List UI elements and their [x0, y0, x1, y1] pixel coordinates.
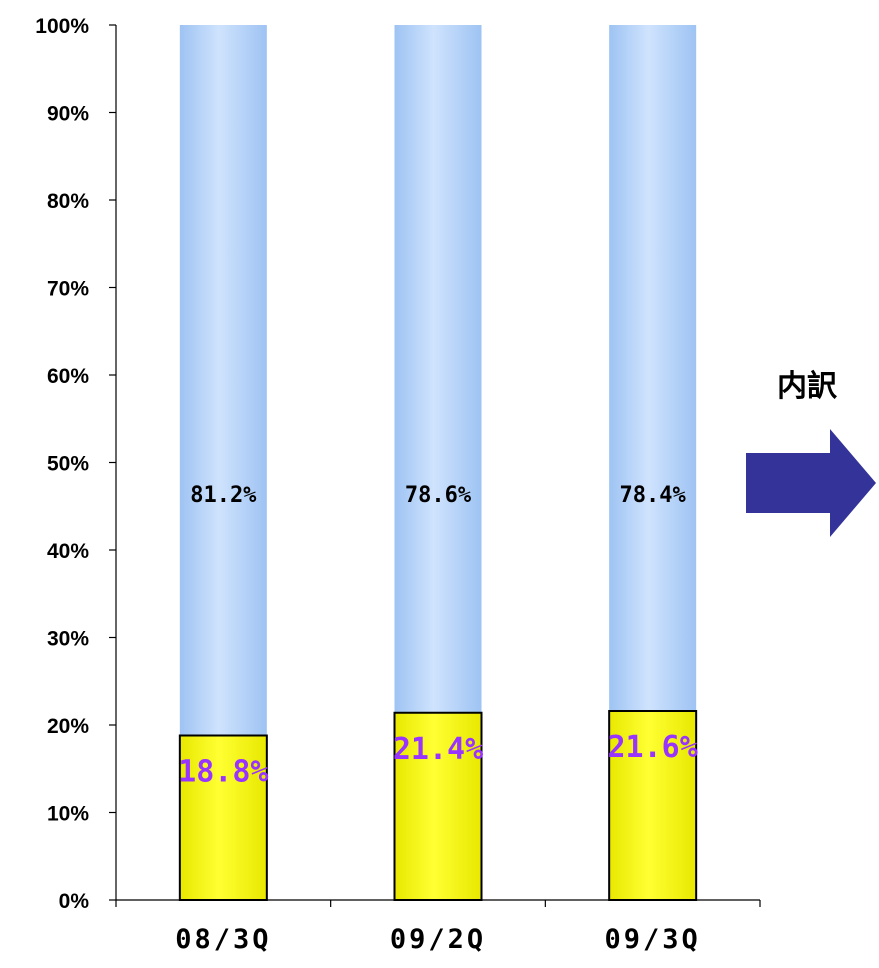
breakdown-label: 内訳: [777, 369, 838, 404]
labels: 81.2% 18.8% 08/3Q 78.6% 21.4% 09/2Q 78.4% 21.6%…: [175, 483, 701, 955]
bar-segment-top: [179, 25, 267, 736]
data-label-top: 78.6%: [405, 483, 472, 508]
x-category-label: 09/3Q: [605, 924, 701, 955]
bar-segment-bottom: [608, 710, 698, 901]
bar-segment-bottom: [393, 711, 483, 901]
y-tick-label: 30%: [47, 628, 89, 651]
y-tick-label: 60%: [47, 365, 89, 388]
y-tick-label: 50%: [47, 453, 89, 476]
breakdown-annotation: 内訳: [746, 369, 876, 537]
bar-segment-top: [609, 25, 697, 711]
bar-segment-bottom: [178, 734, 268, 901]
data-label-top: 81.2%: [190, 483, 257, 508]
data-label-top: 78.4%: [620, 483, 687, 508]
y-tick-label: 0%: [59, 890, 90, 913]
y-tick-label: 70%: [47, 278, 89, 301]
data-label-bottom: 21.6%: [608, 730, 698, 765]
data-label-bottom: 21.4%: [393, 732, 483, 767]
y-tick-label: 20%: [47, 715, 89, 738]
bar-segment-top: [394, 25, 482, 713]
y-tick-label: 100%: [35, 15, 89, 38]
y-tick-label: 90%: [47, 103, 89, 126]
data-label-bottom: 18.8%: [178, 755, 268, 790]
x-category-label: 09/2Q: [390, 924, 486, 955]
bars: [178, 25, 698, 901]
right-arrow-icon: [746, 429, 876, 537]
y-tick-label: 10%: [47, 803, 89, 826]
x-category-label: 08/3Q: [175, 924, 271, 955]
y-tick-label: 40%: [47, 540, 89, 563]
y-tick-label: 80%: [47, 190, 89, 213]
axes: 0% 10% 20% 30% 40% 50% 60% 70% 80% 90% 100%: [35, 15, 761, 913]
